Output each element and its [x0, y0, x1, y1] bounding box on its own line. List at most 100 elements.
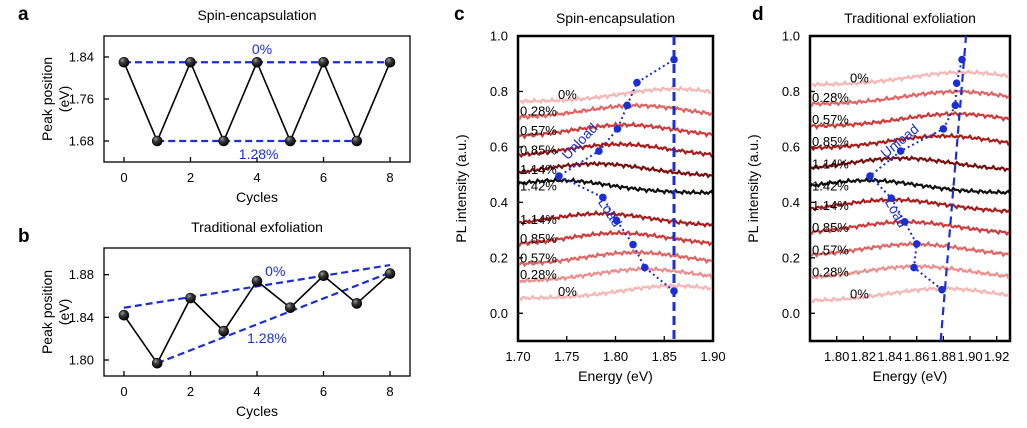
- strain-label: 1.14%: [520, 212, 557, 227]
- pl-spectrum-line: [519, 176, 712, 196]
- strain-label: 0%: [558, 87, 577, 102]
- peak-marker: [595, 147, 603, 155]
- y-axis-label: PL intensity (a.u.): [745, 134, 761, 242]
- x-axis-label: Energy (eV): [873, 368, 948, 384]
- panel-c: c Spin-encapsulation 1.70 1.75 1.80 1.85 1.90 0…: [453, 4, 726, 384]
- peak-marker: [958, 55, 966, 64]
- pl-spectrum-line: [519, 160, 712, 179]
- unload-annotation: Unload: [558, 120, 600, 163]
- data-point: [318, 56, 329, 68]
- y-tick-label: 0.8: [490, 84, 508, 99]
- series-line: [123, 60, 391, 144]
- data-point: [318, 270, 329, 282]
- pl-spectrum-line: [811, 155, 1009, 173]
- strain-guide-line: [123, 263, 391, 309]
- data-point: [185, 292, 196, 304]
- y-tick-label: 0.4: [782, 195, 800, 210]
- data-point: [284, 302, 296, 314]
- panel-letter: c: [454, 4, 465, 25]
- x-tick-label: 1.90: [957, 349, 982, 364]
- strain-label: 0.28%: [812, 264, 849, 279]
- pl-spectrum-line: [519, 121, 712, 140]
- y-tick-label: 0.2: [782, 250, 800, 265]
- strain-label: 0.28%: [520, 267, 557, 282]
- pl-spectrum-line: [811, 285, 1009, 304]
- peak-marker: [910, 263, 918, 272]
- x-tick-label: 1.70: [505, 349, 530, 364]
- peak-marker: [887, 194, 896, 203]
- strain-label: 0%: [850, 70, 869, 85]
- y-tick-label: 0.4: [490, 195, 508, 210]
- panel-a: a Spin-encapsulation 0 2 4 6 8 1.68 1.76 1.84 Cycl…: [18, 4, 411, 205]
- peak-marker: [866, 172, 874, 180]
- chart-title: Traditional exfoliation: [191, 219, 323, 235]
- x-tick-label: 1.80: [603, 349, 628, 364]
- y-axis-label: PL intensity (a.u.): [453, 134, 469, 242]
- pl-spectrum-line: [811, 218, 1009, 237]
- strain-label: 1.14%: [812, 156, 849, 171]
- data-point: [118, 309, 130, 321]
- data-point: [251, 56, 263, 68]
- y-tick-label: 1.68: [69, 134, 94, 149]
- x-tick-label: 4: [253, 384, 260, 399]
- peak-marker: [612, 216, 621, 225]
- strain-label: 1.42%: [812, 179, 849, 194]
- peak-marker: [613, 125, 622, 133]
- x-axis-label: Energy (eV): [578, 368, 653, 384]
- x-tick-label: 1.85: [652, 349, 677, 364]
- pl-spectrum-line: [811, 240, 1009, 258]
- strain-label: 0%: [850, 287, 869, 302]
- y-tick-label: 1.80: [69, 353, 94, 368]
- x-tick-label: 4: [253, 170, 260, 185]
- x-tick-label: 1.80: [824, 349, 849, 364]
- peak-marker: [623, 101, 631, 110]
- y-tick-label: 1.0: [782, 29, 800, 44]
- peak-marker: [912, 240, 921, 248]
- strain-label: 0.28%: [812, 90, 849, 105]
- strain-label: 0.85%: [812, 134, 849, 149]
- load-annotation: Load: [595, 195, 625, 230]
- y-tick-label: 0.6: [490, 139, 508, 154]
- x-tick-label: 2: [187, 384, 194, 399]
- y-axis-label: Peak position(eV): [39, 270, 72, 354]
- y-tick-label: 0.2: [490, 250, 508, 265]
- x-tick-label: 1.86: [904, 349, 929, 364]
- x-tick-label: 8: [386, 170, 393, 185]
- data-point: [284, 135, 296, 147]
- strain-label: 1.14%: [812, 198, 849, 213]
- x-tick-label: 1.82: [851, 349, 876, 364]
- x-tick-label: 1.90: [700, 349, 725, 364]
- peak-marker: [640, 263, 649, 272]
- data-point: [151, 357, 163, 369]
- chart-title: Traditional exfoliation: [844, 10, 976, 26]
- strain-label: 0.85%: [520, 231, 557, 246]
- pl-spectrum-line: [811, 110, 1009, 130]
- pl-spectrum-line: [519, 248, 712, 268]
- y-axis-label-line1: Peak position: [39, 57, 55, 141]
- peak-trajectory: [868, 59, 963, 291]
- y-tick-label: 1.88: [69, 267, 94, 282]
- data-point: [151, 135, 163, 147]
- x-tick-label: 6: [320, 384, 327, 399]
- data-point: [351, 298, 363, 309]
- panel-d: d Traditional exfoliation 1.80 1.82 1.84 1.86…: [745, 4, 1012, 384]
- y-tick-label: 1.84: [69, 310, 94, 325]
- y-tick-label: 1.76: [69, 92, 94, 107]
- strain-guide-line: [156, 271, 391, 365]
- panel-b: b Traditional exfoliation 0 2 4 6 8 1.80 1.84 1.8…: [18, 219, 411, 419]
- strain-label: 0.57%: [812, 112, 849, 127]
- pl-spectrum-line: [519, 229, 712, 248]
- strain-guide-label: 1.28%: [239, 146, 279, 162]
- strain-label: 0.57%: [812, 242, 849, 257]
- x-tick-label: 0: [120, 384, 127, 399]
- strain-label: 0.85%: [812, 220, 849, 235]
- y-axis-label-line1: Peak position: [39, 270, 55, 354]
- data-point: [351, 135, 363, 147]
- x-axis-label: Cycles: [236, 403, 278, 419]
- pl-spectrum-line: [811, 263, 1009, 280]
- pl-spectrum-line: [519, 209, 712, 229]
- pl-spectrum-line: [811, 69, 1009, 88]
- peak-marker: [633, 78, 641, 87]
- x-tick-label: 2: [187, 170, 194, 185]
